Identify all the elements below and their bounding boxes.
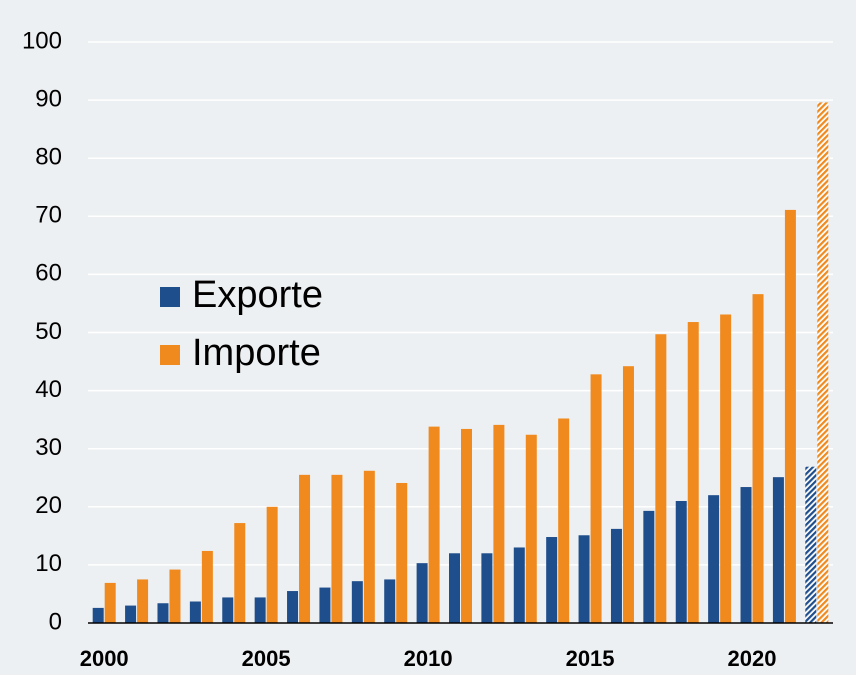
bar <box>331 474 343 623</box>
bar <box>201 550 213 623</box>
y-tick-label: 20 <box>35 492 62 519</box>
bar <box>363 470 375 623</box>
bar <box>449 553 460 623</box>
bar <box>578 535 590 623</box>
x-tick-label: 2000 <box>80 646 129 671</box>
y-tick-label: 30 <box>35 434 62 461</box>
x-tick-label: 2010 <box>404 646 453 671</box>
y-tick-label: 50 <box>35 318 62 345</box>
bar <box>590 374 602 623</box>
bar <box>266 506 278 623</box>
y-tick-label: 90 <box>35 85 62 112</box>
bar <box>622 366 634 623</box>
bar <box>720 314 732 623</box>
bar <box>169 569 181 623</box>
y-tick-label: 0 <box>49 608 62 635</box>
bar <box>287 591 299 623</box>
bar <box>805 466 817 623</box>
bar <box>189 601 201 623</box>
y-tick-label: 100 <box>22 27 62 54</box>
bar <box>493 424 505 623</box>
bar <box>525 434 537 623</box>
y-tick-label: 70 <box>35 202 62 229</box>
bar <box>319 587 331 623</box>
bar <box>222 597 234 623</box>
bar <box>92 607 104 623</box>
bar <box>157 603 169 623</box>
x-tick-label: 2005 <box>242 646 291 671</box>
bar <box>740 487 752 623</box>
bar <box>675 500 687 623</box>
bar <box>104 582 116 623</box>
bar <box>125 605 137 623</box>
bar <box>254 597 266 623</box>
legend-swatch <box>160 345 180 365</box>
y-tick-label: 80 <box>35 144 62 171</box>
legend-label: Importe <box>192 332 321 374</box>
bar <box>137 579 149 623</box>
bar <box>643 510 655 623</box>
legend-label: Exporte <box>192 274 323 316</box>
y-tick-label: 40 <box>35 376 62 403</box>
bar <box>513 547 525 623</box>
bar <box>610 528 622 623</box>
bar <box>299 474 311 623</box>
bar <box>234 523 246 623</box>
x-tick-label: 2015 <box>566 646 615 671</box>
bar <box>428 426 440 623</box>
bar <box>784 209 796 623</box>
bar <box>384 579 396 623</box>
bar <box>416 563 428 623</box>
bar <box>546 537 558 623</box>
bar <box>461 428 472 623</box>
y-tick-label: 60 <box>35 260 62 287</box>
bar <box>481 553 493 623</box>
legend-swatch <box>160 287 180 307</box>
bar <box>687 322 699 623</box>
bar <box>396 482 408 623</box>
bar <box>752 294 764 623</box>
bar <box>772 477 784 623</box>
bar <box>351 581 363 623</box>
x-tick-label: 2020 <box>728 646 777 671</box>
bar <box>655 334 667 623</box>
bar <box>708 495 720 623</box>
y-tick-label: 10 <box>35 550 62 577</box>
bar <box>817 102 829 623</box>
bar <box>558 418 570 623</box>
